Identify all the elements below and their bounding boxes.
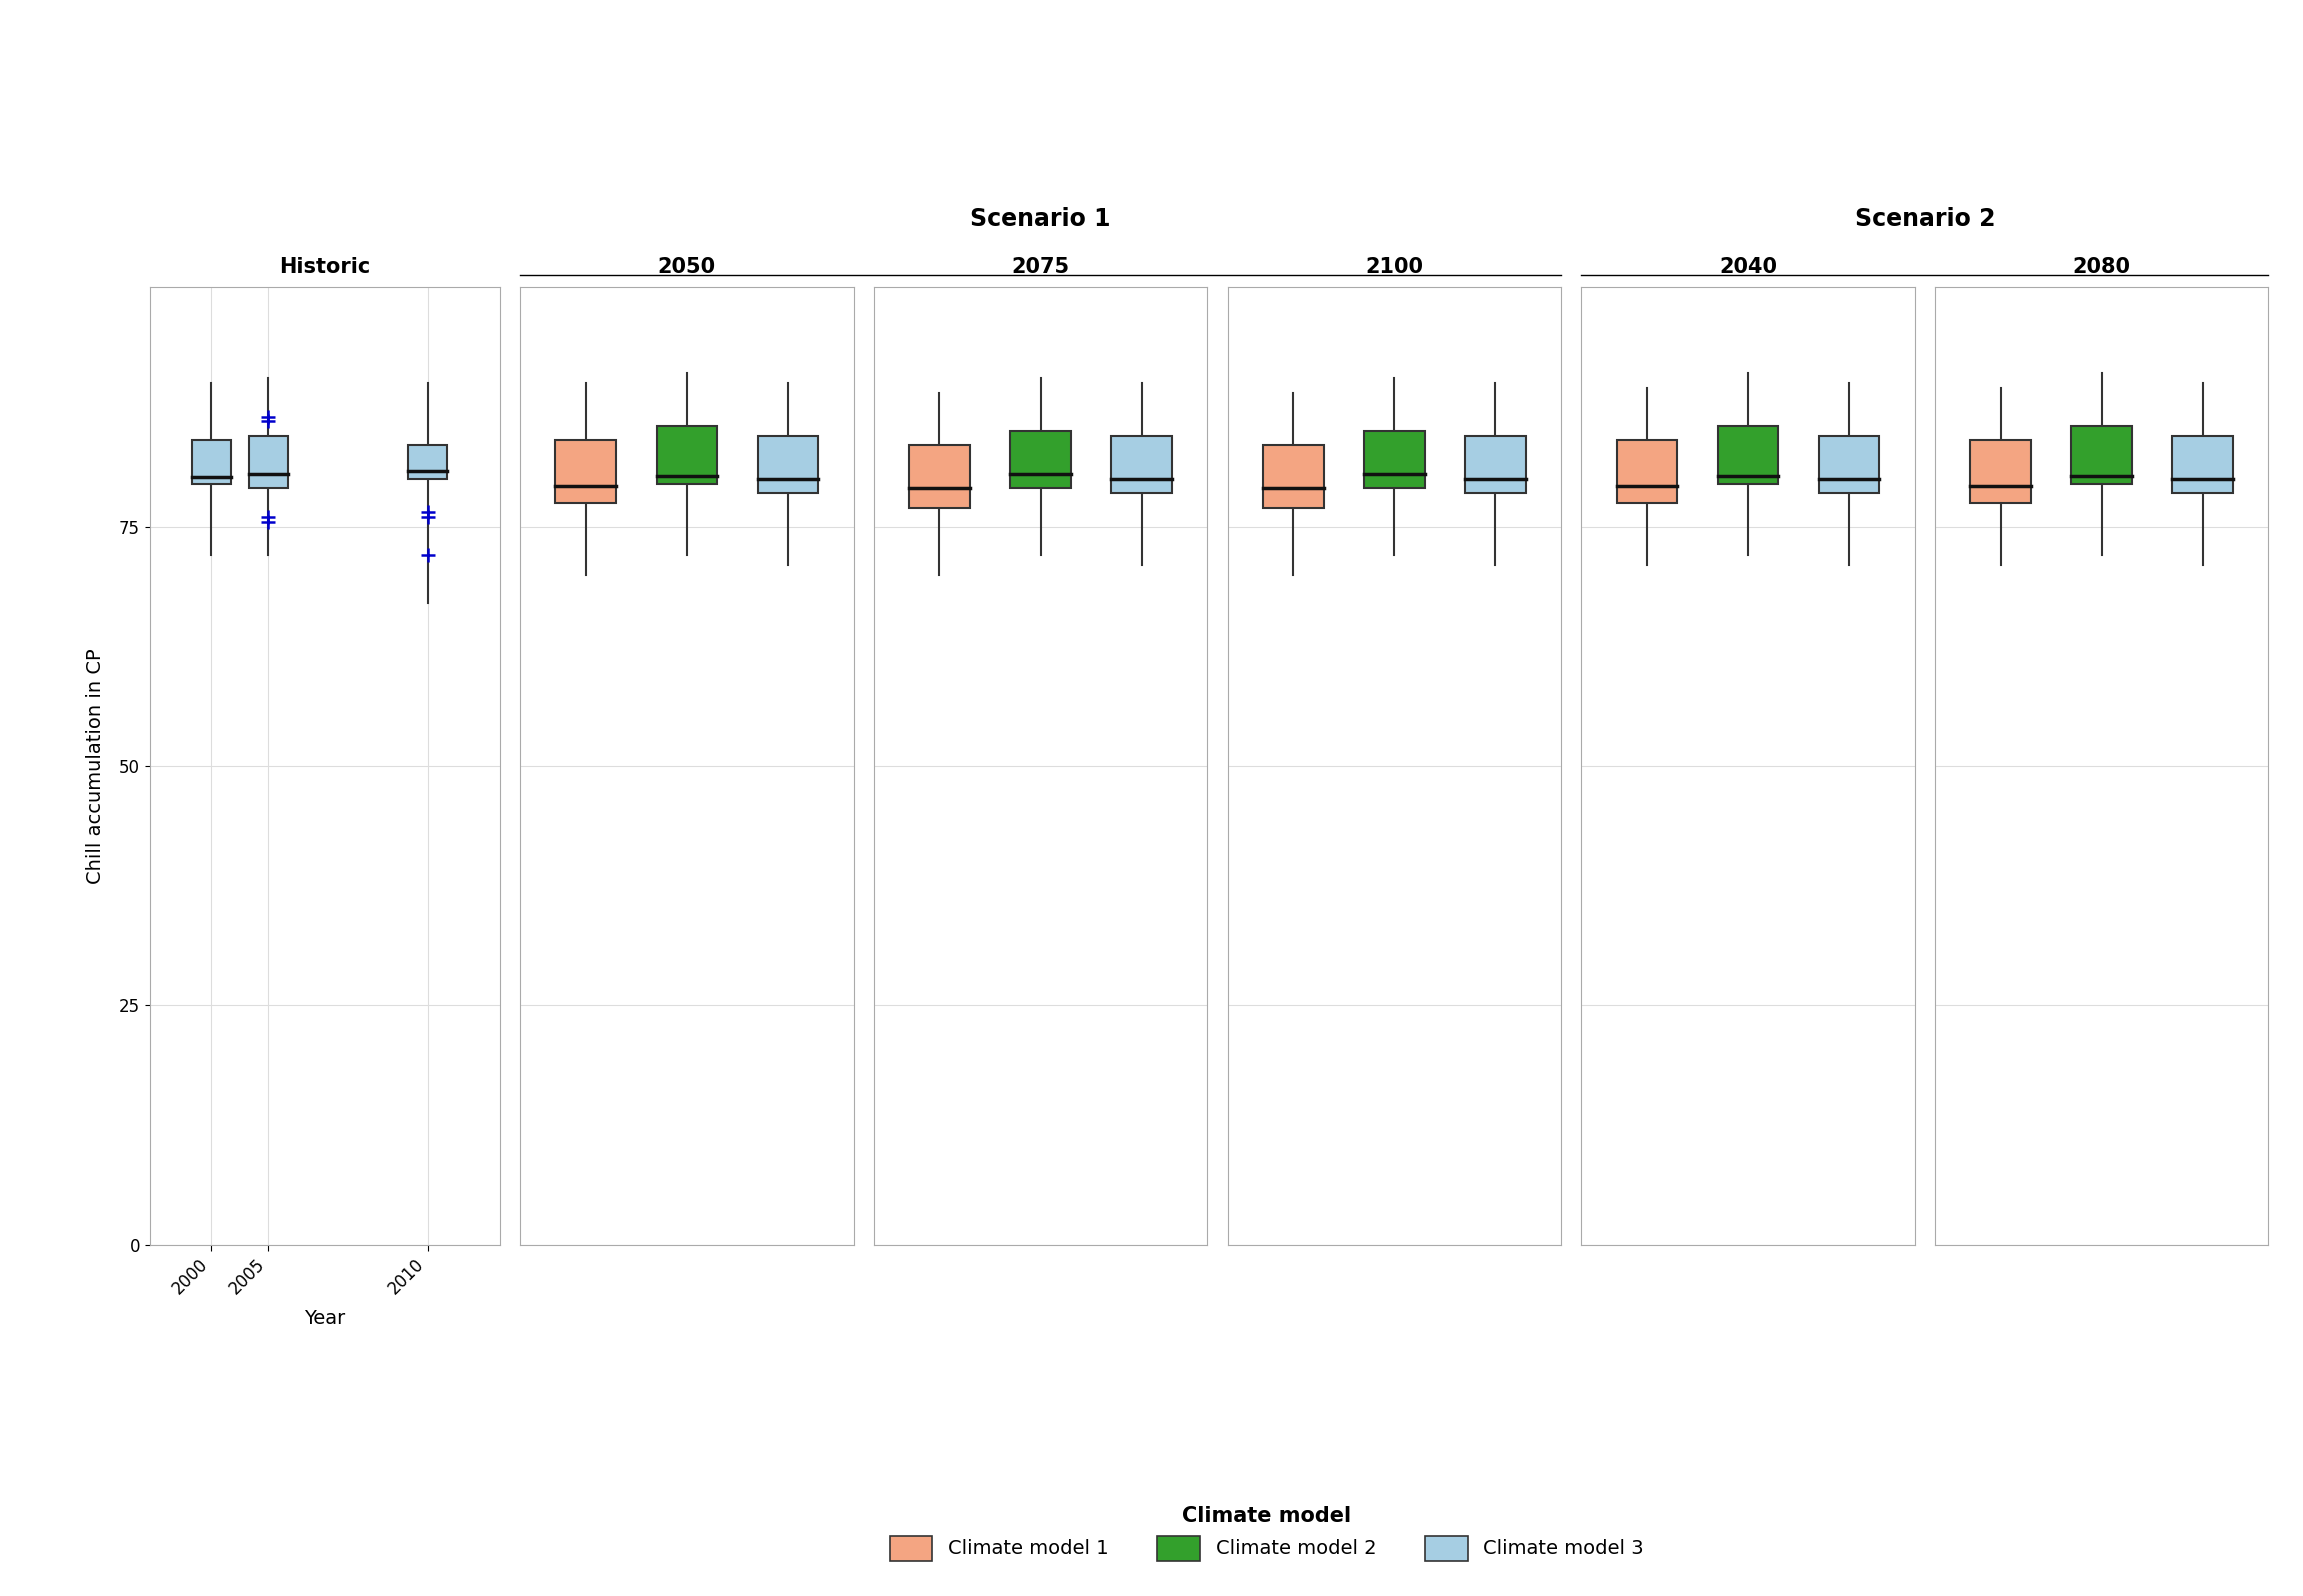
- Bar: [1971, 440, 2031, 503]
- X-axis label: Year: Year: [304, 1309, 345, 1328]
- Title: 2050: 2050: [659, 257, 716, 278]
- Text: Scenario 2: Scenario 2: [1854, 207, 1994, 231]
- Bar: [249, 436, 288, 488]
- Bar: [1363, 431, 1426, 488]
- Text: Scenario 1: Scenario 1: [970, 207, 1110, 231]
- Bar: [1819, 436, 1879, 493]
- Bar: [1262, 445, 1324, 508]
- Title: Historic: Historic: [279, 257, 371, 278]
- Bar: [2070, 426, 2133, 484]
- Bar: [1465, 436, 1525, 493]
- Bar: [1718, 426, 1778, 484]
- Bar: [191, 440, 230, 484]
- Bar: [656, 426, 716, 484]
- Title: 2075: 2075: [1011, 257, 1069, 278]
- Title: 2100: 2100: [1366, 257, 1423, 278]
- Bar: [910, 445, 970, 508]
- Title: 2080: 2080: [2073, 257, 2130, 278]
- Bar: [555, 440, 617, 503]
- Legend: Climate model 1, Climate model 2, Climate model 3: Climate model 1, Climate model 2, Climat…: [880, 1495, 1654, 1570]
- Y-axis label: Chill accumulation in CP: Chill accumulation in CP: [85, 648, 106, 884]
- Title: 2040: 2040: [1718, 257, 1778, 278]
- Bar: [1617, 440, 1677, 503]
- Bar: [408, 445, 447, 479]
- Bar: [1112, 436, 1172, 493]
- Bar: [1011, 431, 1071, 488]
- Bar: [758, 436, 818, 493]
- Bar: [2172, 436, 2234, 493]
